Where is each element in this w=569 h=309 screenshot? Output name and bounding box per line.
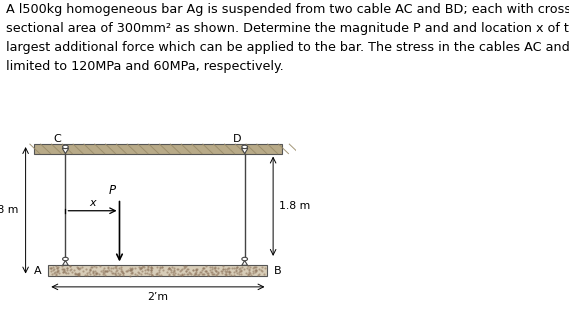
Polygon shape [242,260,248,265]
Circle shape [63,145,68,149]
Text: 1 8 m: 1 8 m [0,205,18,215]
Circle shape [242,257,248,261]
Circle shape [63,257,68,261]
Polygon shape [63,260,68,265]
Polygon shape [63,148,68,154]
Text: A l500kg homogeneous bar Ag is suspended from two cable AC and BD; each with cro: A l500kg homogeneous bar Ag is suspended… [6,3,569,73]
Text: A: A [34,266,42,276]
Bar [34,144,282,154]
Polygon shape [241,148,248,154]
Text: B: B [274,266,281,276]
Text: C: C [53,133,61,144]
Text: P: P [109,184,116,197]
Text: D: D [233,133,241,144]
Text: 1.8 m: 1.8 m [279,201,310,211]
Text: 2’m: 2’m [147,292,168,302]
Circle shape [242,145,248,149]
Bar [48,265,267,277]
Text: x: x [89,198,96,208]
